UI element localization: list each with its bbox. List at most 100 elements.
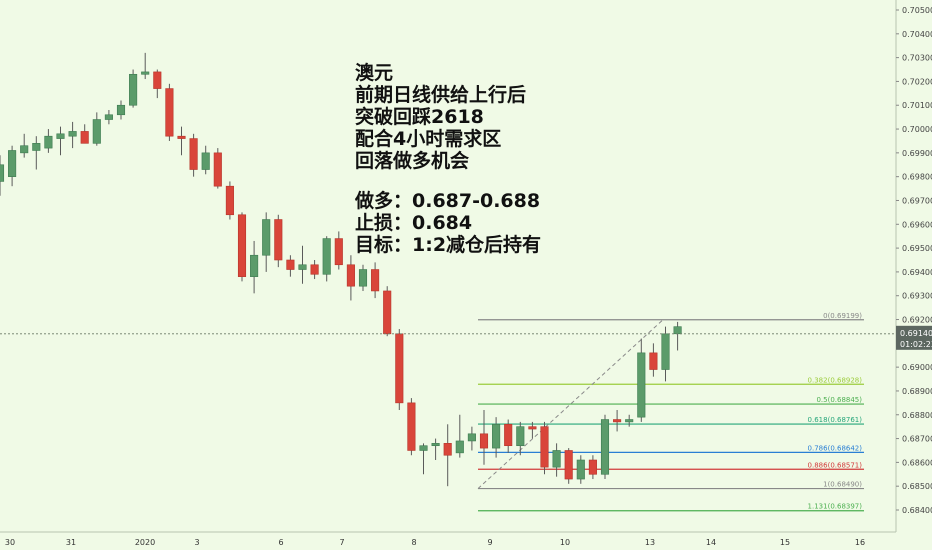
fib-level-label: 0.5(0.68845) [816, 396, 862, 404]
bearish-candle [407, 398, 416, 456]
candle-body [564, 450, 573, 480]
bearish-candle [613, 410, 622, 432]
candle-body [576, 459, 585, 480]
bearish-candle [346, 255, 355, 301]
trade-stop-loss: 止损：0.684 [355, 212, 473, 234]
bullish-candle [625, 414, 634, 427]
bullish-candle [201, 145, 210, 175]
candle-body [201, 152, 210, 170]
candle-body [661, 333, 670, 370]
price-axis[interactable]: 0.70500 0.70400 0.70300 0.70200 0.70100 0.700… [895, 0, 932, 550]
bearish-candle [588, 455, 597, 480]
bearish-candle [443, 424, 452, 487]
bullish-candle [637, 338, 646, 422]
annotation-line: 回落做多机会 [355, 150, 470, 172]
candle-body [213, 152, 222, 187]
price-tick-label: 0.68900 [902, 387, 932, 396]
candle-body [516, 426, 525, 447]
price-tick-label: 0.69300 [902, 292, 932, 301]
candle-body [286, 259, 295, 270]
bullish-candle [298, 245, 307, 284]
price-tick-label: 0.70500 [902, 6, 932, 15]
candle-body [479, 433, 489, 449]
candle-body [92, 119, 101, 144]
bullish-candle [600, 414, 610, 480]
annotation-line: 突破回踩2618 [355, 106, 484, 128]
bullish-candle [492, 417, 501, 458]
price-tick-label: 0.68600 [902, 458, 932, 467]
bearish-candle [274, 214, 283, 268]
bullish-candle [116, 100, 126, 120]
bullish-candle [129, 69, 138, 108]
candle-body [673, 326, 682, 335]
bullish-candle [92, 112, 101, 146]
time-tick-label: 13 [645, 538, 655, 547]
candle-body [8, 150, 17, 177]
candle-body [237, 214, 247, 277]
fibonacci-retracement[interactable]: 0(0.69199) 0.382(0.68928) 0.5(0.68845) 0.61… [478, 312, 864, 512]
price-tick-label: 0.70300 [902, 54, 932, 63]
candle-body [637, 352, 646, 418]
bullish-candle [44, 129, 53, 153]
bearish-candle [310, 260, 319, 280]
time-tick-label: 14 [706, 538, 716, 547]
bullish-candle [262, 212, 271, 272]
bullish-candle [56, 126, 65, 156]
trade-entry: 做多：0.687-0.688 [355, 190, 541, 212]
bar-countdown: 01:02:23 [900, 340, 932, 349]
annotation-line: 前期日线供给上行后 [355, 84, 527, 106]
bearish-candle [383, 286, 392, 337]
bearish-candle [286, 255, 295, 277]
bearish-candle [334, 231, 343, 270]
bearish-candle [80, 124, 89, 144]
candle-body [431, 443, 440, 447]
current-price-tag [896, 325, 932, 350]
candle-body [44, 135, 53, 149]
annotation-spacer [355, 172, 541, 190]
candle-body [540, 426, 549, 468]
candle-body [32, 143, 41, 151]
analysis-annotation: 澳元 前期日线供给上行后 突破回踩2618 配合4小时需求区 回落做多机会 做多… [355, 62, 541, 256]
candle-body [504, 423, 513, 447]
candle-body [625, 419, 634, 423]
bullish-candle [576, 455, 585, 484]
price-tick-label: 0.68800 [902, 411, 932, 420]
candle-body [383, 290, 392, 335]
candle-body [250, 254, 259, 277]
fib-level-label: 0.886(0.68571) [808, 461, 863, 469]
candle-body [116, 104, 126, 116]
bearish-candle [564, 448, 573, 484]
candle-body [80, 131, 89, 144]
bullish-candle [467, 426, 476, 451]
time-axis[interactable]: 30 31 2020 3 6 7 8 9 10 13 14 15 16 [0, 531, 896, 547]
bullish-candle [516, 421, 525, 456]
candle-body [322, 238, 331, 275]
candle-body [189, 138, 198, 170]
price-tick-label: 0.69200 [902, 316, 932, 325]
bearish-candle [371, 262, 380, 299]
price-axis-background [896, 0, 932, 550]
time-tick-label: 2020 [135, 538, 155, 547]
time-tick-label: 3 [194, 538, 199, 547]
price-tick-label: 0.70000 [902, 125, 932, 134]
annotation-line: 配合4小时需求区 [355, 128, 502, 150]
trade-target: 目标：1:2减仓后持有 [355, 234, 542, 256]
candle-body [649, 352, 658, 370]
bearish-candle [177, 126, 186, 156]
bearish-candle [540, 421, 549, 475]
price-tick-label: 0.69000 [902, 363, 932, 372]
fib-level-label: 0.382(0.68928) [808, 376, 863, 384]
bearish-candle [153, 69, 162, 99]
bearish-candle [165, 83, 174, 141]
time-tick-label: 30 [5, 538, 15, 547]
candle-body [407, 402, 416, 451]
bullish-candle [552, 443, 561, 477]
fib-level-label: 0.618(0.68761) [808, 416, 863, 424]
price-tick-label: 0.69800 [902, 173, 932, 182]
candle-body [104, 114, 113, 120]
candle-body [225, 185, 234, 216]
candle-body [346, 264, 355, 287]
